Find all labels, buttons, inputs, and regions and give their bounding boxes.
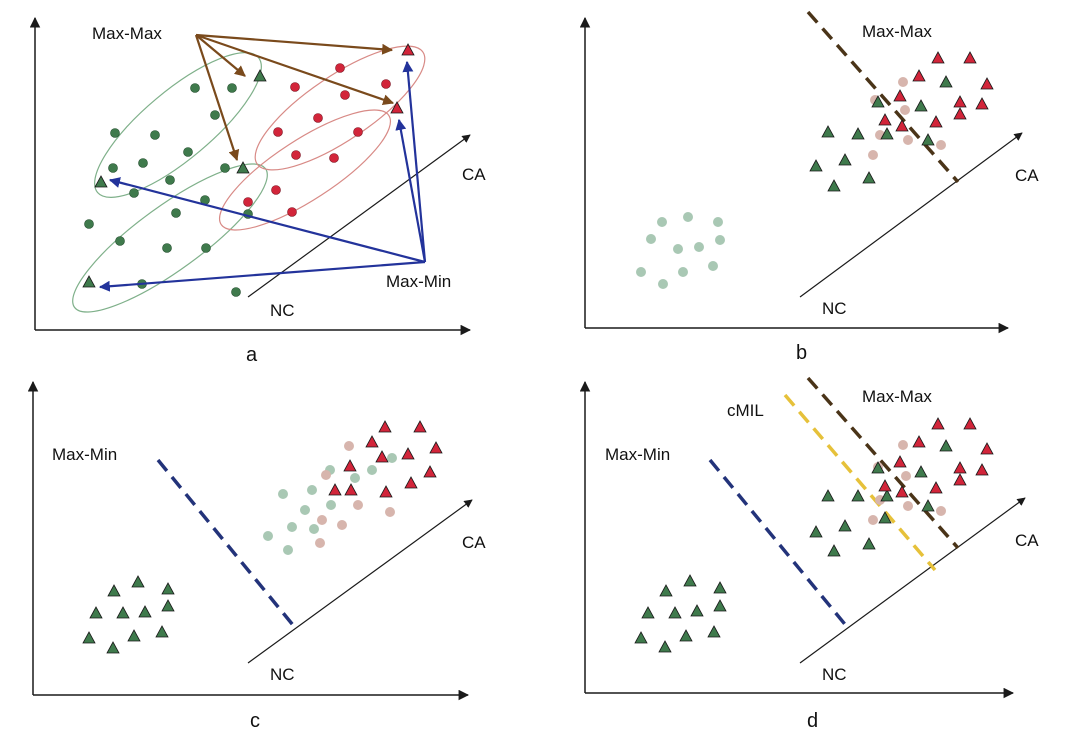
pale-pink-instances-c — [315, 441, 395, 548]
ca-axis-label-c: CA — [462, 533, 486, 552]
panel-d: Max-Min cMIL Max-Max CA NC d — [579, 376, 1039, 732]
nc-axis-label-c: NC — [270, 665, 295, 684]
cmil-label-d: cMIL — [727, 401, 764, 420]
nc-axis-label-b: NC — [822, 299, 847, 318]
maxmax-label-d: Max-Max — [862, 387, 932, 406]
maxmax-boundary-d — [806, 376, 960, 550]
maxmin-boundary-d — [708, 458, 850, 630]
red-triangles-c — [328, 420, 443, 498]
axes-d — [579, 380, 1026, 699]
maxmax-boundary-b — [806, 10, 960, 184]
maxmin-label-c: Max-Min — [52, 445, 117, 464]
pale-green-instances-c — [263, 453, 397, 555]
maxmin-arrows-a — [98, 60, 427, 292]
panel-b: Max-Max CA NC b — [579, 10, 1039, 364]
maxmin-label-d: Max-Min — [605, 445, 670, 464]
axes-a — [29, 16, 472, 336]
red-instances-a — [243, 63, 391, 217]
ca-axis-label-a: CA — [462, 165, 486, 184]
panel-caption-d: d — [807, 710, 818, 732]
panel-caption-a: a — [246, 344, 258, 366]
green-triangles-b — [809, 75, 953, 192]
red-triangles-d — [878, 417, 994, 498]
panel-caption-b: b — [796, 342, 807, 364]
axes-b — [579, 16, 1023, 334]
axes-c — [27, 380, 473, 701]
pale-pink-instances-d — [868, 440, 946, 525]
triangle-instances-a — [82, 43, 415, 288]
green-cluster-triangles-d — [634, 574, 727, 653]
red-triangles-b — [878, 51, 994, 132]
green-triangles-c — [82, 575, 175, 654]
maxmax-arrows-a — [194, 33, 395, 162]
pale-green-cluster-b — [636, 212, 725, 289]
panel-a: Max-Max Max-Min CA NC a — [29, 16, 486, 366]
nc-axis-label-d: NC — [822, 665, 847, 684]
green-instances-a — [84, 83, 253, 297]
ca-axis-label-b: CA — [1015, 166, 1039, 185]
maxmax-label-b: Max-Max — [862, 22, 932, 41]
green-triangles-d — [809, 439, 953, 557]
maxmin-boundary-c — [156, 458, 299, 632]
bag-ellipses-a — [72, 45, 426, 313]
nc-axis-label-a: NC — [270, 301, 295, 320]
maxmax-label-a: Max-Max — [92, 24, 162, 43]
maxmin-label-a: Max-Min — [386, 272, 451, 291]
panel-c: Max-Min CA NC c — [27, 380, 486, 732]
ca-axis-label-d: CA — [1015, 531, 1039, 550]
cmil-boundary-d — [783, 393, 937, 572]
panel-caption-c: c — [250, 710, 260, 732]
